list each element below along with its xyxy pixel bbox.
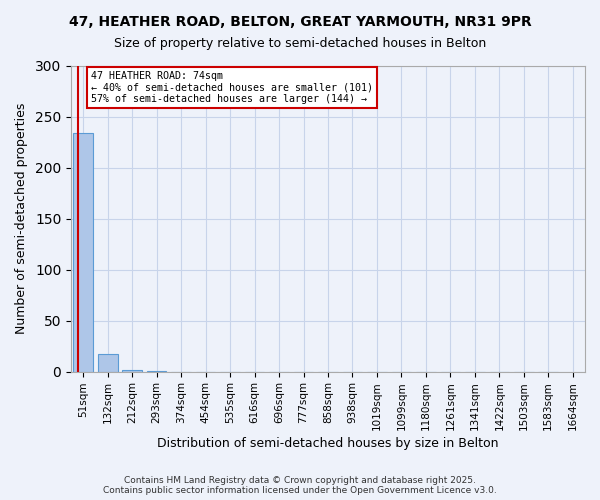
- Text: 47, HEATHER ROAD, BELTON, GREAT YARMOUTH, NR31 9PR: 47, HEATHER ROAD, BELTON, GREAT YARMOUTH…: [68, 15, 532, 29]
- Bar: [73, 133, 93, 372]
- Bar: [147, 370, 166, 372]
- X-axis label: Distribution of semi-detached houses by size in Belton: Distribution of semi-detached houses by …: [157, 437, 499, 450]
- Y-axis label: Number of semi-detached properties: Number of semi-detached properties: [15, 103, 28, 334]
- Bar: [98, 354, 118, 372]
- Text: 47 HEATHER ROAD: 74sqm
← 40% of semi-detached houses are smaller (101)
57% of se: 47 HEATHER ROAD: 74sqm ← 40% of semi-det…: [91, 70, 373, 104]
- Text: Contains HM Land Registry data © Crown copyright and database right 2025.
Contai: Contains HM Land Registry data © Crown c…: [103, 476, 497, 495]
- Bar: [122, 370, 142, 372]
- Text: Size of property relative to semi-detached houses in Belton: Size of property relative to semi-detach…: [114, 38, 486, 51]
